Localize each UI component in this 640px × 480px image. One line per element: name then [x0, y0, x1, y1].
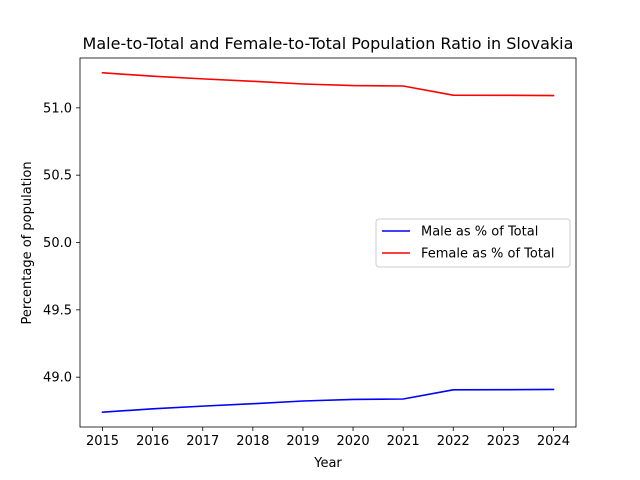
- x-tick-label: 2022: [437, 434, 470, 449]
- legend-label-female: Female as % of Total: [421, 247, 555, 262]
- x-axis-label: Year: [313, 456, 342, 471]
- x-tick-label: 2017: [186, 434, 219, 449]
- y-axis-label: Percentage of population: [20, 161, 35, 324]
- y-tick-label: 49.0: [43, 371, 72, 386]
- x-tick-label: 2024: [537, 434, 570, 449]
- legend: Male as % of Total Female as % of Total: [375, 218, 571, 268]
- x-tick-label: 2020: [337, 434, 370, 449]
- x-tick-label: 2018: [236, 434, 269, 449]
- x-tick-label: 2023: [487, 434, 520, 449]
- legend-frame: [375, 218, 571, 268]
- y-tick-label: 49.5: [43, 303, 72, 318]
- axes-frame: [79, 57, 577, 428]
- x-tick-label: 2019: [286, 434, 319, 449]
- x-tick-label: 2021: [387, 434, 420, 449]
- x-tick-label: 2016: [136, 434, 169, 449]
- y-tick-label: 51.0: [43, 101, 72, 116]
- y-tick-label: 50.5: [43, 169, 72, 184]
- y-tick-label: 50.0: [43, 236, 72, 251]
- x-tick-label: 2015: [86, 434, 119, 449]
- plot-area: 2015 2016 2017 2018 2019 2020 2021 2022 2023 2024…: [43, 57, 577, 449]
- series-line-male: [101, 388, 555, 414]
- chart-title: Male-to-Total and Female-to-Total Popula…: [83, 34, 574, 53]
- series-line-female: [101, 71, 555, 97]
- legend-label-male: Male as % of Total: [421, 225, 538, 240]
